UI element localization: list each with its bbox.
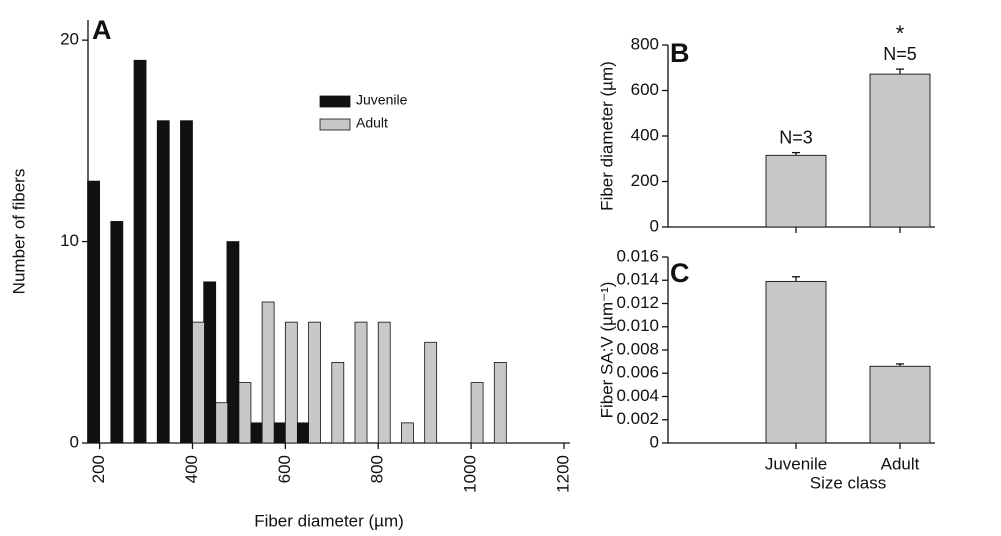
x-tick-label: Adult [881, 454, 920, 473]
bar [238, 382, 252, 444]
bar [424, 341, 438, 444]
y-tick-label: 0.008 [616, 339, 659, 358]
y-tick-label: 0.006 [616, 363, 659, 382]
annotation: * [896, 21, 905, 46]
bar [493, 362, 507, 444]
x-tick-label: 200 [89, 455, 108, 483]
bar [272, 422, 286, 444]
bar [87, 180, 101, 444]
bar [261, 301, 275, 444]
y-tick-label: 10 [60, 231, 79, 250]
y-tick-label: 200 [631, 171, 659, 190]
y-tick-label: 800 [631, 34, 659, 53]
x-tick-label: 600 [275, 455, 294, 483]
bar [308, 321, 321, 444]
bar [192, 321, 205, 444]
bar [215, 402, 229, 444]
x-tick-label: 1200 [553, 455, 572, 493]
bar [296, 422, 309, 444]
bar [284, 321, 298, 444]
legend-label: Juvenile [356, 92, 408, 108]
bar [765, 280, 827, 444]
bar [249, 422, 263, 444]
bar [869, 73, 931, 228]
y-tick-label: 600 [631, 80, 659, 99]
y-tick-label: 0.014 [616, 270, 659, 289]
x-axis-label: Fiber diameter (µm) [254, 511, 404, 530]
bar [401, 422, 414, 444]
bar [470, 382, 484, 444]
bar [226, 241, 240, 444]
y-tick-label: 0.002 [616, 409, 659, 428]
y-tick-label: 400 [631, 125, 659, 144]
bar [377, 321, 391, 444]
y-tick-label: 0 [650, 432, 659, 451]
y-tick-label: 0 [650, 216, 659, 235]
legend-swatch [319, 118, 351, 131]
x-tick-label: 800 [368, 455, 387, 483]
y-tick-label: 0.004 [616, 386, 659, 405]
y-tick-label: 20 [60, 30, 79, 49]
y-axis-label: Number of fibers [9, 169, 28, 295]
bar [765, 154, 827, 228]
bar [354, 321, 368, 444]
bar [156, 120, 170, 444]
bar [180, 120, 193, 444]
y-tick-label: 0.016 [616, 246, 659, 265]
y-axis-label: Fiber SA:V (µm⁻¹) [597, 282, 616, 419]
legend-label: Adult [356, 115, 388, 131]
x-tick-label: Juvenile [765, 454, 827, 473]
legend-swatch [319, 95, 351, 108]
bar [203, 281, 217, 444]
bar [869, 365, 931, 444]
y-tick-label: 0.012 [616, 293, 659, 312]
annotation: N=3 [779, 127, 813, 147]
y-tick-label: 0.010 [616, 316, 659, 335]
panel-label: A [92, 15, 112, 45]
y-axis-label: Fiber diameter (µm) [597, 61, 616, 211]
bar [133, 59, 147, 444]
y-tick-label: 0 [70, 432, 79, 451]
x-axis-label: Size class [810, 473, 887, 492]
bar [110, 221, 124, 444]
x-tick-label: 400 [182, 455, 201, 483]
bar [331, 362, 345, 444]
annotation: N=5 [883, 44, 917, 64]
panel-label: C [670, 258, 690, 288]
panel-label: B [670, 38, 690, 68]
x-tick-label: 1000 [461, 455, 480, 493]
